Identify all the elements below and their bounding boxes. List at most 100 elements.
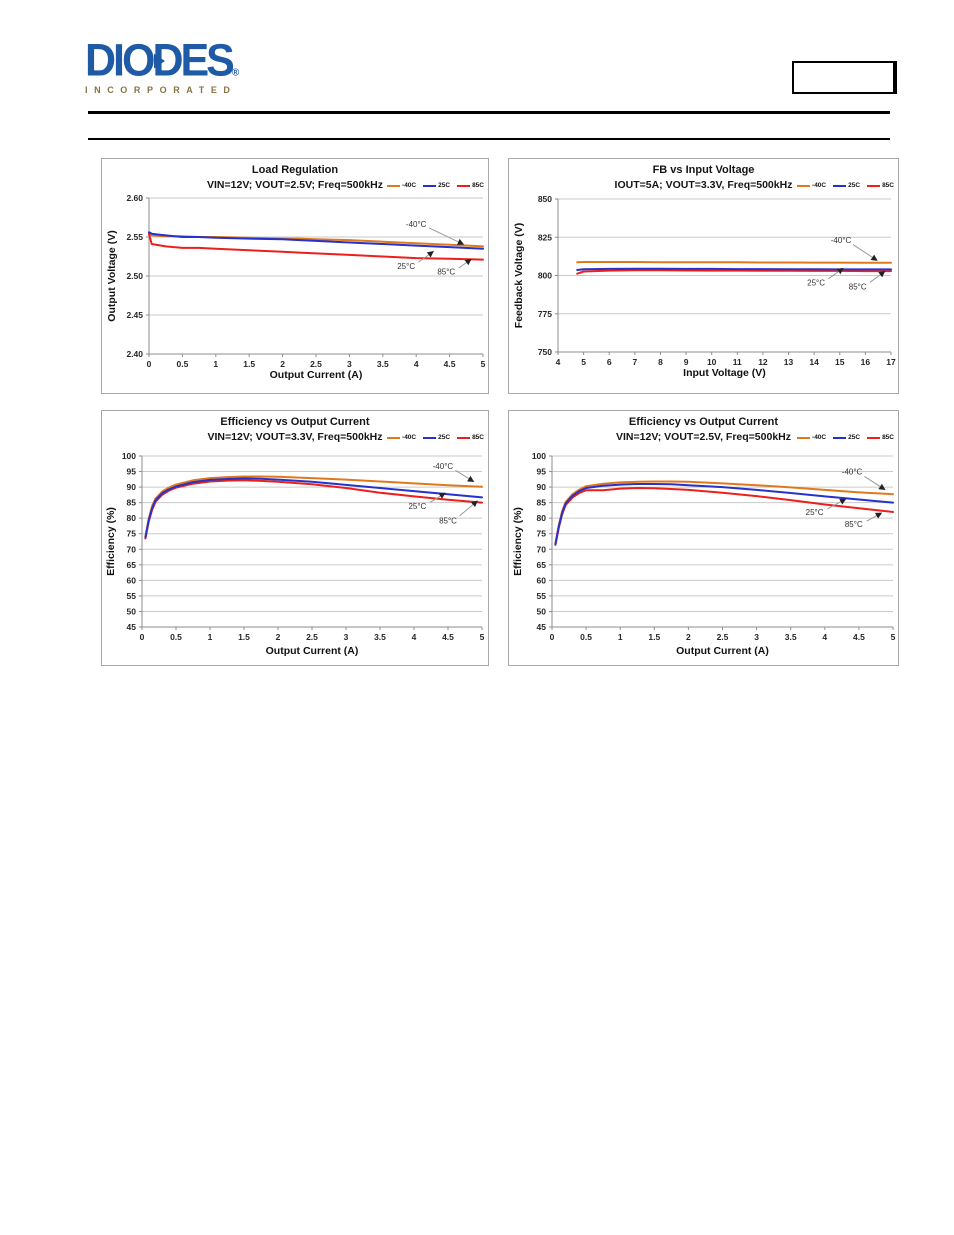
svg-text:Feedback Voltage (V): Feedback Voltage (V) [513,223,525,328]
legend-item-25: 25C [833,182,860,189]
svg-text:Efficiency (%): Efficiency (%) [105,507,117,576]
legend-swatch-neg40 [797,436,811,439]
svg-text:70: 70 [537,544,547,554]
svg-text:85: 85 [537,498,547,508]
svg-text:5: 5 [481,359,486,369]
chart-efficiency-vout3v3: Efficiency vs Output Current VIN=12V; VO… [101,410,489,666]
legend-swatch-85 [867,436,881,439]
chart-title: FB vs Input Voltage [652,164,755,176]
svg-text:11: 11 [733,357,742,367]
svg-text:2.5: 2.5 [306,632,318,642]
registered-trademark-icon: ® [231,67,240,79]
legend-swatch-neg40 [387,436,401,439]
svg-text:-40°C: -40°C [433,462,454,471]
header-rule-bottom [88,138,890,140]
legend-swatch-25 [833,184,847,187]
diodes-logo: DIODES® INCORPORATED [85,38,255,94]
chart-subtitle: IOUT=5A; VOUT=3.3V, Freq=500kHz [614,179,793,191]
svg-text:85: 85 [127,498,137,508]
chart-plot-svg: 2.40 2.45 2.50 2.55 2.60 0 0.5 1 1.5 2 2.5 3 3.5 4 4.5… [106,193,486,381]
chart-subtitle: VIN=12V; VOUT=2.5V; Freq=500kHz [207,179,383,191]
legend-item-25: 25C [423,182,450,189]
legend-item-85: 85C [867,182,894,189]
svg-text:1: 1 [618,632,623,642]
svg-text:0: 0 [147,359,152,369]
svg-text:85°C: 85°C [437,268,455,277]
legend-label: 85C [882,182,894,189]
svg-text:80: 80 [127,513,137,523]
svg-text:90: 90 [127,482,137,492]
svg-text:60: 60 [127,575,137,585]
svg-text:7: 7 [632,357,637,367]
legend-item-85: 85C [867,434,894,441]
svg-text:0.5: 0.5 [170,632,182,642]
legend-label: 25C [848,434,861,441]
svg-text:8: 8 [658,357,663,367]
svg-text:850: 850 [538,194,552,204]
svg-text:2.40: 2.40 [126,349,143,359]
legend-swatch-85 [867,184,881,187]
svg-text:5: 5 [581,357,586,367]
svg-text:15: 15 [835,357,845,367]
svg-text:85°C: 85°C [439,516,457,525]
svg-text:2.55: 2.55 [126,232,143,242]
svg-text:4.5: 4.5 [444,359,456,369]
svg-text:0.5: 0.5 [580,632,592,642]
chart-load-regulation: Load Regulation VIN=12V; VOUT=2.5V; Freq… [101,158,489,394]
svg-text:3: 3 [754,632,759,642]
svg-text:1.5: 1.5 [238,632,250,642]
legend-swatch-neg40 [797,184,811,187]
svg-text:Input Voltage (V): Input Voltage (V) [683,367,766,379]
svg-text:25°C: 25°C [806,508,824,517]
legend-label: -40C [402,434,417,441]
legend-item-neg40: -40C [797,182,826,189]
legend-label: -40C [402,182,417,189]
svg-text:2.5: 2.5 [717,632,729,642]
legend-swatch-25 [423,436,437,439]
svg-text:10: 10 [707,357,717,367]
chart-legend: -40C 25C 85C [797,182,894,189]
svg-text:0: 0 [140,632,145,642]
chart-efficiency-vout2v5: Efficiency vs Output Current VIN=12V; VO… [508,410,899,666]
legend-label: 25C [438,434,451,441]
legend-label: 85C [472,434,484,441]
svg-text:50: 50 [537,606,547,616]
legend-item-85: 85C [457,434,484,441]
svg-text:2: 2 [686,632,691,642]
svg-text:-40°C: -40°C [842,468,863,477]
svg-text:4: 4 [556,357,561,367]
svg-text:4: 4 [414,359,419,369]
svg-text:1.5: 1.5 [243,359,255,369]
svg-text:9: 9 [684,357,689,367]
legend-swatch-85 [457,436,471,439]
legend-item-85: 85C [457,182,484,189]
chart-title: Efficiency vs Output Current [220,416,370,428]
legend-label: 85C [882,434,894,441]
svg-text:2.50: 2.50 [126,271,143,281]
part-number-box [792,61,897,94]
chart-legend: -40C 25C 85C [387,182,484,189]
svg-text:0: 0 [550,632,555,642]
legend-swatch-85 [457,184,471,187]
chart-plot-svg: 750 775 800 825 850 4 5 6 7 8 9 10 11 12 13 14 15 16 17 Inp… [513,194,896,379]
svg-text:3: 3 [344,632,349,642]
svg-text:825: 825 [538,232,552,242]
svg-text:800: 800 [538,271,552,281]
svg-text:-40°C: -40°C [406,220,427,229]
svg-text:75: 75 [127,529,137,539]
svg-text:1: 1 [213,359,218,369]
svg-text:55: 55 [537,591,547,601]
svg-text:3.5: 3.5 [785,632,797,642]
diodes-logo-wordmark: DIODES® [85,38,255,83]
chart-legend: -40C 25C 85C [797,434,894,441]
svg-text:13: 13 [784,357,794,367]
legend-swatch-neg40 [387,184,401,187]
svg-text:3.5: 3.5 [377,359,389,369]
chart-fb-vs-input-voltage: FB vs Input Voltage IOUT=5A; VOUT=3.3V, … [508,158,899,394]
chart-title: Load Regulation [251,164,339,176]
svg-text:1.5: 1.5 [648,632,660,642]
svg-text:17: 17 [886,357,896,367]
